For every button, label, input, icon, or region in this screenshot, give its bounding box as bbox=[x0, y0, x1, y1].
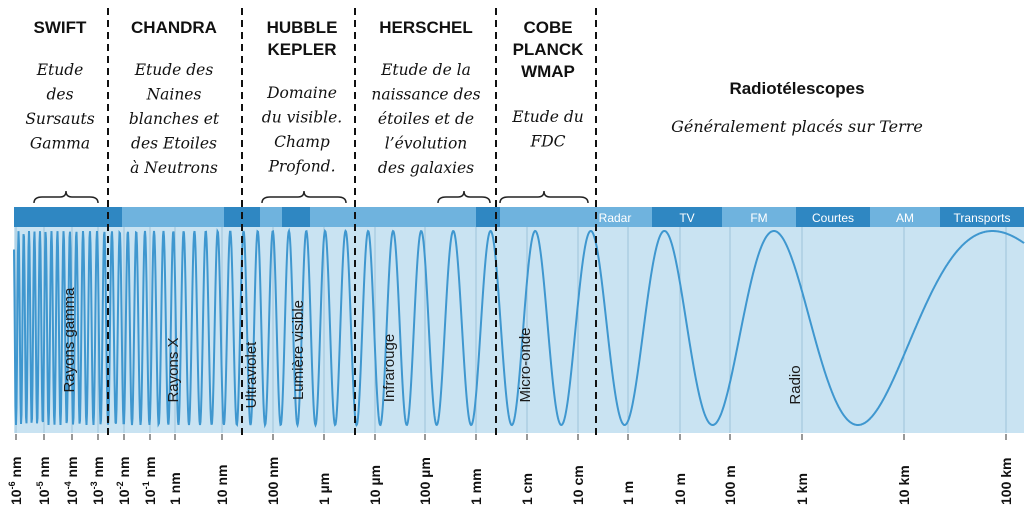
band-label: Rayons X bbox=[165, 337, 182, 402]
radio-subband-label: Courtes bbox=[812, 211, 854, 225]
wavelength-tick-label: 10 µm bbox=[367, 465, 383, 505]
band-bar-segment bbox=[500, 207, 578, 227]
wavelength-tick-label: 1 µm bbox=[316, 473, 332, 505]
band-bar-segment bbox=[282, 207, 310, 227]
wavelength-tick-label: 10-4 nm bbox=[63, 457, 80, 505]
mission-description: l’évolution bbox=[385, 135, 468, 153]
mission-description: Domaine bbox=[266, 84, 337, 102]
wavelength-tick-label: 10-6 nm bbox=[7, 457, 24, 505]
mission-name: WMAP bbox=[521, 62, 575, 81]
mission-description: blanches et bbox=[129, 110, 220, 128]
wavelength-tick-label: 10 km bbox=[896, 465, 912, 505]
mission-description: Champ bbox=[274, 133, 330, 151]
mission-description: étoiles et de bbox=[378, 110, 474, 128]
band-bar: Radar TV FM Courtes AM Transports bbox=[14, 207, 1024, 227]
mission-description: Naines bbox=[146, 86, 202, 104]
mission-description: Etude des bbox=[134, 61, 214, 79]
curly-bracket bbox=[33, 190, 99, 204]
band-label: Radio bbox=[787, 365, 804, 404]
mission-name: KEPLER bbox=[268, 40, 337, 59]
mission-name: PLANCK bbox=[513, 40, 585, 59]
radio-subband-label: Radar bbox=[599, 211, 632, 225]
mission-description: Etude de la bbox=[380, 61, 471, 79]
wavelength-tick-label: 10-2 nm bbox=[115, 457, 132, 505]
radio-subband-block bbox=[722, 207, 796, 227]
wavelength-tick-label: 100 m bbox=[722, 465, 738, 505]
curly-bracket bbox=[437, 190, 491, 204]
mission-description: à Neutrons bbox=[130, 159, 218, 177]
mission-description: Etude du bbox=[511, 108, 583, 126]
band-label: Micro-onde bbox=[517, 327, 534, 402]
radio-subband-block bbox=[796, 207, 870, 227]
mission-name: SWIFT bbox=[34, 18, 87, 37]
band-brackets bbox=[33, 190, 589, 204]
band-bar-segment bbox=[122, 207, 224, 227]
em-wave bbox=[13, 227, 1025, 429]
mission-texts: SWIFT Etude des Sursauts Gamma CHANDRA Etude d… bbox=[25, 18, 923, 177]
wavelength-tick-label: 10 cm bbox=[570, 465, 586, 505]
mission-description: du visible. bbox=[262, 109, 342, 127]
wavelength-tick-label: 1 m bbox=[620, 481, 636, 505]
mission-description: FDC bbox=[529, 133, 565, 151]
band-label: Ultraviolet bbox=[243, 341, 260, 409]
band-bar-segment bbox=[476, 207, 500, 227]
band-label: Infrarouge bbox=[381, 334, 398, 402]
mission-description: Sursauts bbox=[25, 110, 94, 128]
radio-subband-label: AM bbox=[896, 211, 914, 225]
radio-subband-block bbox=[870, 207, 940, 227]
band-bar-segment bbox=[260, 207, 282, 227]
band-bar-segment bbox=[14, 207, 122, 227]
wavelength-tick-label: 100 km bbox=[998, 458, 1014, 505]
band-label: Lumière visible bbox=[290, 300, 307, 400]
wavelength-tick-label: 100 µm bbox=[417, 457, 433, 505]
mission-description: des Etoiles bbox=[131, 135, 217, 153]
mission-description: des bbox=[46, 86, 73, 104]
mission-description: Profond. bbox=[267, 158, 335, 176]
mission-description: naissance des bbox=[371, 86, 480, 104]
wavelength-tick-label: 10-1 nm bbox=[141, 457, 158, 505]
mission-description: Etude bbox=[36, 61, 84, 79]
band-bar-segment bbox=[310, 207, 476, 227]
wavelength-tick-label: 10 nm bbox=[214, 465, 230, 505]
wavelength-tick-label: 1 mm bbox=[468, 468, 484, 505]
wave-layer bbox=[13, 227, 1025, 429]
mission-name: HUBBLE bbox=[267, 18, 338, 37]
curly-bracket bbox=[261, 190, 347, 204]
radio-subband-block bbox=[652, 207, 722, 227]
wavelength-tick-label: 10 m bbox=[672, 473, 688, 505]
wavelength-tick-label: 1 nm bbox=[167, 472, 183, 505]
mission-name: COBE bbox=[523, 18, 572, 37]
radio-subband-label: FM bbox=[750, 211, 767, 225]
wavelength-tick-label: 1 cm bbox=[519, 473, 535, 505]
wavelength-tick-label: 100 nm bbox=[265, 457, 281, 505]
radio-subband-label: Transports bbox=[954, 211, 1011, 225]
mission-name: HERSCHEL bbox=[379, 18, 473, 37]
wavelength-tick-label: 1 km bbox=[794, 473, 810, 505]
curly-bracket bbox=[499, 190, 589, 204]
radiotelescopes-description: Généralement placés sur Terre bbox=[671, 117, 923, 136]
mission-description: des galaxies bbox=[378, 159, 474, 177]
wavelength-tick-label: 10-3 nm bbox=[89, 457, 106, 505]
radiotelescopes-title: Radiotélescopes bbox=[729, 79, 864, 98]
band-labels: Rayons gamma Rayons X Ultraviolet Lumière v… bbox=[61, 287, 804, 409]
radio-subband-label: TV bbox=[679, 211, 694, 225]
mission-description: Gamma bbox=[30, 135, 90, 153]
radio-subband-block bbox=[940, 207, 1024, 227]
wavelength-tick-label: 10-5 nm bbox=[35, 457, 52, 505]
wavelength-axis: 10-6 nm 10-5 nm 10-4 nm 10-3 nm 10-2 nm 10-1 … bbox=[7, 434, 1014, 505]
mission-name: CHANDRA bbox=[131, 18, 217, 37]
band-label: Rayons gamma bbox=[61, 287, 78, 393]
